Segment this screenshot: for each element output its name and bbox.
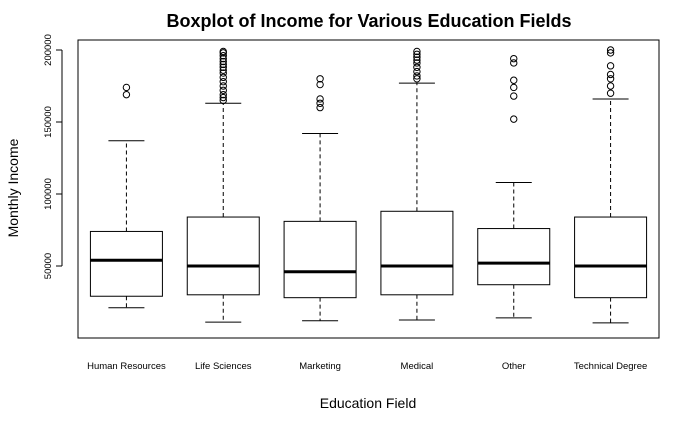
boxes-group [89,46,648,324]
outlier-point [510,92,518,100]
outlier-point [316,75,324,83]
y-axis-label: Monthly Income [5,138,21,237]
box-marketing [283,75,357,322]
x-tick-label: Medical [401,361,434,372]
outlier-point [413,50,421,59]
outlier-point [510,59,518,67]
y-tick-label: 100000 [43,178,54,210]
outlier-point [606,75,615,83]
outlier-point [219,93,227,102]
outlier-point [316,99,324,107]
outlier-point [606,49,615,57]
outlier-point [219,82,227,90]
box-human-resources [89,83,163,309]
outlier-point [606,70,615,79]
outlier-point [413,59,421,67]
outlier-point [413,63,421,71]
outlier-point [316,80,324,89]
box-technical-degree [574,46,648,324]
outlier-point [219,60,227,69]
x-tick-label: Life Sciences [195,361,252,372]
outlier-point [606,82,615,90]
outlier-point [413,75,421,83]
outlier-point [219,86,227,95]
y-tick-label: 50000 [43,253,54,279]
outlier-point [219,90,227,99]
iqr-box [283,220,357,299]
outlier-point [122,83,131,92]
outlier-point [413,67,421,76]
outlier-point [219,47,227,56]
outlier-point [510,115,518,123]
box-medical [380,47,454,321]
x-tick-label: Human Resources [87,361,166,372]
outlier-point [413,53,421,61]
outlier-point [219,66,227,74]
x-axis-label: Education Field [320,395,417,411]
plot-frame [77,39,660,339]
outlier-point [219,57,227,66]
outlier-point [413,47,421,56]
x-tick-label: Marketing [299,361,341,372]
outlier-point [219,96,227,105]
outlier-point [219,54,227,63]
iqr-box [574,216,648,299]
outlier-point [316,103,324,112]
outlier-point [606,89,615,97]
outlier-point [316,95,324,103]
outlier-point [219,63,227,71]
outlier-point [122,90,131,99]
x-tick-labels: Human Resources Life Sciences Marketing Med… [87,361,647,372]
outlier-point [219,73,227,82]
y-tick-label: 150000 [43,106,54,138]
iqr-box [380,210,454,296]
outlier-point [219,77,227,86]
y-tick-label: 200000 [43,34,54,66]
box-life-sciences [186,47,260,323]
iqr-box [477,228,551,286]
iqr-box [89,230,163,297]
outlier-point [510,83,518,92]
outlier-point [606,46,615,54]
iqr-box [186,216,260,296]
outlier-point [510,54,518,63]
outlier-point [606,62,615,70]
outlier-point [219,52,227,60]
box-other [477,54,551,319]
outlier-point [413,72,421,80]
outlier-point [219,69,227,77]
y-axis: 50000 100000 150000 200000 [43,34,63,279]
x-tick-label: Other [502,361,526,372]
x-tick-label: Technical Degree [574,361,647,372]
chart-title: Boxplot of Income for Various Education … [166,11,571,31]
outlier-point [510,76,518,84]
outlier-point [413,56,421,64]
